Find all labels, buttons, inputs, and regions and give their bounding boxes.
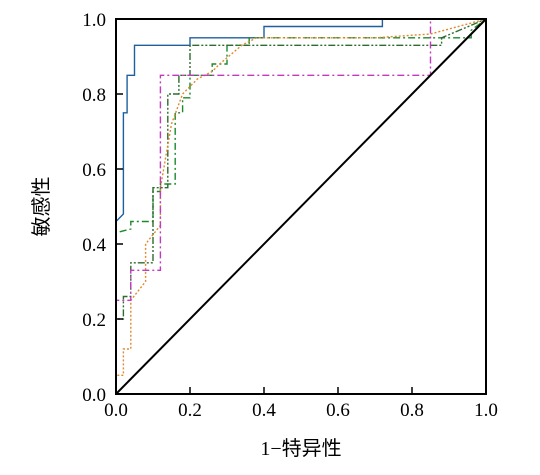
reference-diagonal-line	[115, 18, 487, 395]
series-layer	[115, 18, 487, 395]
ticks-layer: 0.0 0.2 0.4 0.6 0.8 1.0 0.0 0.2 0.4 0.6 0.8 1.0	[82, 10, 498, 421]
y-tick-label: 0.2	[82, 310, 106, 331]
roc-curve-5	[115, 18, 486, 394]
x-tick-label: 1.0	[474, 400, 498, 421]
roc-curve-1	[115, 18, 486, 394]
y-tick-label: 0.4	[82, 235, 106, 256]
x-tick-label: 0.4	[252, 400, 276, 421]
x-tick-label: 0.0	[104, 400, 128, 421]
x-axis-title: 1−特异性	[260, 437, 341, 460]
x-tick-label: 0.6	[326, 400, 350, 421]
roc-curve-3	[115, 18, 487, 394]
x-tick-label: 0.8	[400, 400, 424, 421]
plot-frame	[115, 18, 487, 395]
y-axis-title: 敏感性	[30, 177, 53, 237]
roc-curve-2	[115, 18, 487, 394]
roc-curve-4	[115, 18, 487, 394]
y-tick-label: 0.6	[82, 160, 106, 181]
y-tick-label: 1.0	[82, 10, 106, 31]
y-tick-label: 0.0	[82, 385, 106, 406]
x-tick-label: 0.2	[178, 400, 202, 421]
y-tick-label: 0.8	[82, 85, 106, 106]
